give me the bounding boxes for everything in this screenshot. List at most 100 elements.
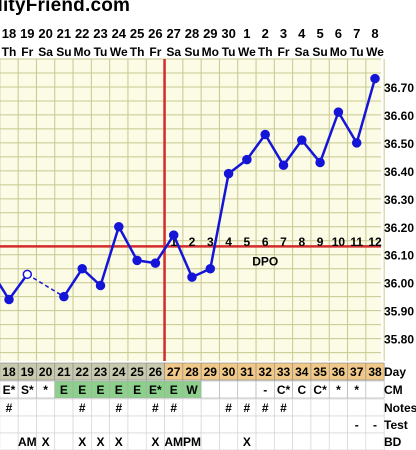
weekday-label: Su [184, 45, 199, 59]
weekday-label: Su [56, 45, 71, 59]
cm-value: E [133, 383, 141, 397]
row-label: CM [384, 383, 403, 397]
bd-cell [328, 432, 348, 450]
date-label: 8 [371, 26, 378, 41]
bd-cell [200, 432, 220, 450]
dpo-number: 11 [350, 235, 363, 249]
y-tick-label: 36.00 [384, 277, 414, 291]
test-cell [237, 415, 257, 434]
weekday-label: Sa [294, 45, 309, 59]
test-cell [255, 415, 275, 434]
notes-cell [310, 398, 330, 417]
weekday-label: Th [130, 45, 145, 59]
notes-value: # [262, 401, 269, 415]
notes-value: # [115, 401, 122, 415]
y-tick-label: 35.80 [384, 333, 414, 347]
site-watermark: ilityFriend.com [0, 0, 131, 16]
notes-value: # [225, 401, 232, 415]
test-cell [182, 415, 202, 434]
weekday-label: Th [258, 45, 273, 59]
notes-cell [328, 398, 348, 417]
cm-value: * [336, 383, 341, 397]
cycle-day-number: 30 [222, 365, 236, 379]
temperature-point [260, 129, 270, 140]
test-cell [0, 415, 19, 434]
temperature-line-segment [300, 139, 322, 164]
cycle-day-number: 37 [350, 365, 364, 379]
cycle-day-number: 31 [240, 365, 254, 379]
cm-cell [365, 380, 385, 399]
notes-cell [182, 398, 202, 417]
bd-value: X [78, 435, 86, 449]
date-label: 4 [298, 26, 306, 41]
bd-value: AM [164, 435, 183, 449]
cycle-day-number: 19 [21, 365, 35, 379]
y-tick-label: 36.10 [384, 249, 414, 263]
test-cell [127, 415, 147, 434]
temperature-line-segment [337, 111, 358, 144]
temperature-point [242, 154, 252, 165]
cm-cell [200, 380, 220, 399]
dpo-number: 4 [225, 235, 232, 249]
weekday-label: We [110, 45, 128, 59]
test-cell [72, 415, 92, 434]
temperature-point [315, 157, 325, 168]
y-tick-label: 36.40 [384, 165, 414, 179]
test-cell [328, 415, 348, 434]
date-label: 18 [2, 26, 16, 41]
temperature-point [223, 168, 234, 179]
notes-cell [91, 398, 110, 417]
temperature-point [114, 222, 124, 232]
date-label: 2 [262, 26, 269, 41]
test-cell [292, 415, 312, 434]
weekday-label: We [366, 45, 384, 59]
notes-cell [200, 398, 220, 417]
bd-cell [310, 432, 330, 450]
weekday-label: Tu [94, 45, 108, 59]
bd-value: X [243, 435, 251, 449]
temperature-point [351, 138, 362, 148]
weekday-label: Th [2, 45, 17, 59]
cm-cell [219, 380, 239, 399]
notes-cell [54, 398, 74, 417]
date-label: 26 [148, 26, 162, 41]
cm-value: - [263, 383, 267, 397]
test-cell [109, 415, 129, 434]
temperature-point [205, 263, 216, 274]
day-cell [365, 362, 385, 381]
weekday-label: Tu [222, 45, 236, 59]
notes-value: # [79, 401, 86, 415]
bd-cell [347, 432, 367, 450]
bd-value: X [96, 435, 104, 449]
cycle-day-number: 35 [313, 365, 327, 379]
temperature-line-segment [264, 133, 285, 166]
temperature-line-segment [209, 173, 230, 269]
cm-value: * [43, 383, 48, 397]
bd-value: X [115, 435, 123, 449]
y-tick-label: 36.30 [384, 193, 414, 207]
bd-value: PM [183, 435, 201, 449]
row-label: Test [384, 418, 408, 432]
temperature-point [77, 263, 87, 274]
temperature-line-segment [26, 273, 65, 298]
notes-cell [292, 398, 312, 417]
test-value: - [355, 418, 359, 432]
date-label: 27 [166, 26, 180, 41]
weekday-label: Mo [202, 45, 219, 59]
cycle-day-number: 36 [332, 365, 346, 379]
date-label: 29 [203, 26, 217, 41]
cm-value: E [96, 383, 104, 397]
y-tick-label: 35.90 [384, 305, 414, 319]
temperature-line-segment [245, 133, 267, 161]
date-label: 28 [185, 26, 199, 41]
bd-cell [127, 432, 147, 450]
temperature-point [333, 107, 344, 117]
bd-cell [365, 432, 385, 450]
row-label: BD [384, 435, 402, 449]
test-cell [36, 415, 56, 434]
notes-value: # [152, 401, 159, 415]
dpo-number: 9 [317, 235, 324, 249]
date-label: 25 [130, 26, 144, 41]
test-cell [164, 415, 184, 434]
date-label: 30 [221, 26, 235, 41]
